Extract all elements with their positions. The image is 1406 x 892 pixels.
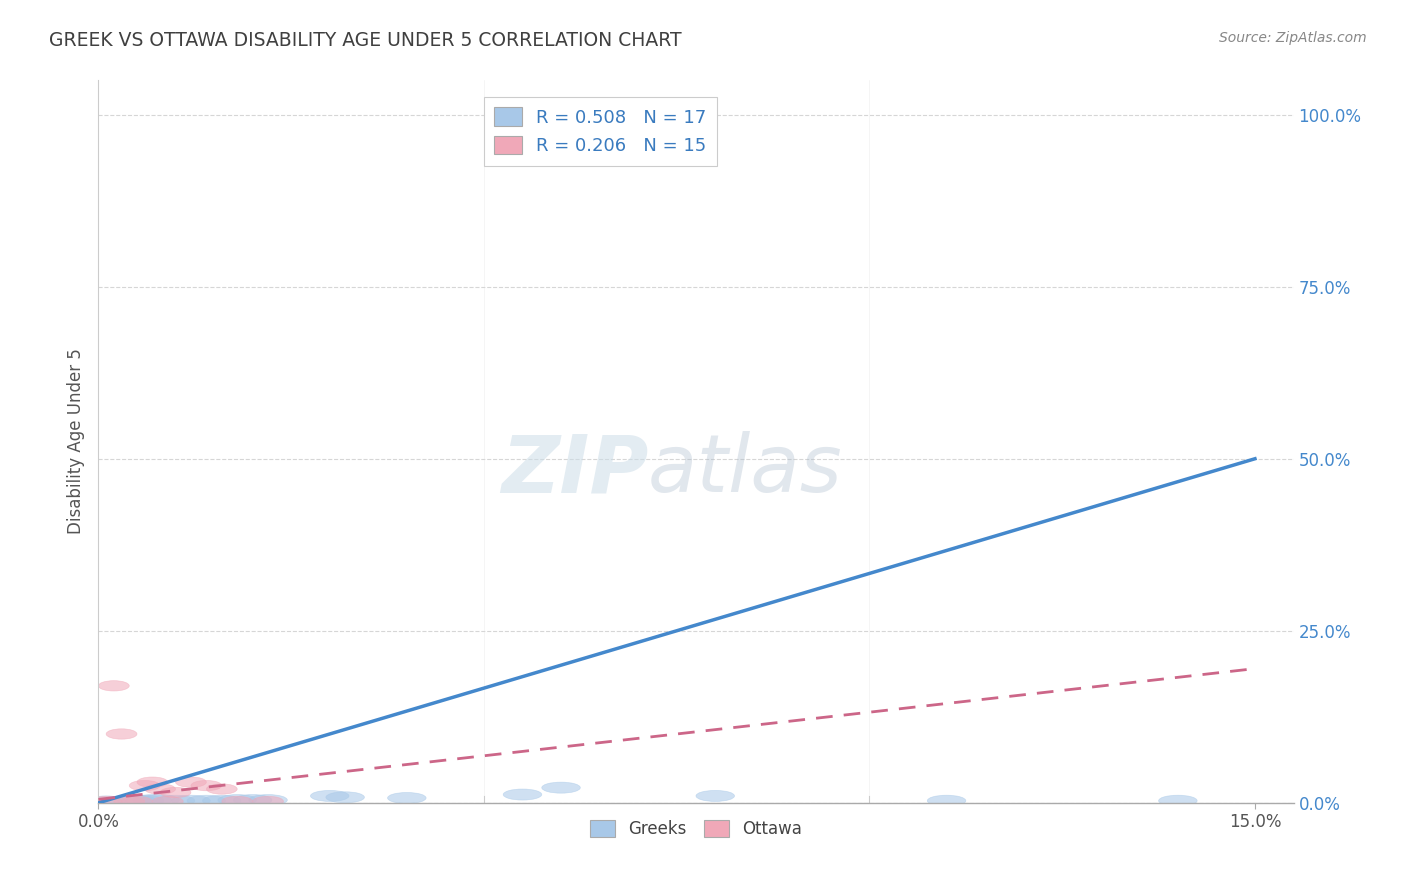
Ellipse shape bbox=[98, 681, 129, 691]
Ellipse shape bbox=[105, 729, 136, 739]
Y-axis label: Disability Age Under 5: Disability Age Under 5 bbox=[66, 349, 84, 534]
Ellipse shape bbox=[152, 797, 183, 806]
Ellipse shape bbox=[103, 796, 141, 807]
Ellipse shape bbox=[218, 795, 256, 805]
Text: ZIP: ZIP bbox=[501, 432, 648, 509]
Legend: Greeks, Ottawa: Greeks, Ottawa bbox=[583, 814, 808, 845]
Ellipse shape bbox=[233, 795, 271, 805]
Ellipse shape bbox=[118, 796, 156, 806]
Ellipse shape bbox=[134, 795, 172, 805]
Ellipse shape bbox=[388, 792, 426, 804]
Ellipse shape bbox=[581, 109, 619, 120]
Ellipse shape bbox=[541, 782, 581, 793]
Ellipse shape bbox=[160, 788, 191, 797]
Ellipse shape bbox=[187, 796, 225, 806]
Ellipse shape bbox=[503, 789, 541, 800]
Ellipse shape bbox=[928, 796, 966, 806]
Text: Source: ZipAtlas.com: Source: ZipAtlas.com bbox=[1219, 31, 1367, 45]
Ellipse shape bbox=[1159, 796, 1197, 806]
Ellipse shape bbox=[696, 790, 734, 801]
Text: GREEK VS OTTAWA DISABILITY AGE UNDER 5 CORRELATION CHART: GREEK VS OTTAWA DISABILITY AGE UNDER 5 C… bbox=[49, 31, 682, 50]
Ellipse shape bbox=[191, 780, 222, 791]
Ellipse shape bbox=[253, 797, 284, 806]
Text: atlas: atlas bbox=[648, 432, 844, 509]
Ellipse shape bbox=[202, 796, 240, 806]
Ellipse shape bbox=[141, 795, 180, 805]
Ellipse shape bbox=[172, 796, 211, 806]
Ellipse shape bbox=[91, 797, 121, 806]
Ellipse shape bbox=[249, 795, 287, 805]
Ellipse shape bbox=[114, 797, 145, 806]
Ellipse shape bbox=[87, 796, 125, 807]
Ellipse shape bbox=[136, 777, 167, 788]
Ellipse shape bbox=[156, 796, 195, 806]
Ellipse shape bbox=[129, 780, 160, 791]
Ellipse shape bbox=[207, 784, 238, 794]
Ellipse shape bbox=[222, 797, 253, 806]
Ellipse shape bbox=[176, 777, 207, 788]
Ellipse shape bbox=[326, 792, 364, 803]
Ellipse shape bbox=[311, 790, 349, 801]
Ellipse shape bbox=[125, 796, 165, 806]
Ellipse shape bbox=[145, 784, 176, 794]
Ellipse shape bbox=[121, 797, 152, 806]
